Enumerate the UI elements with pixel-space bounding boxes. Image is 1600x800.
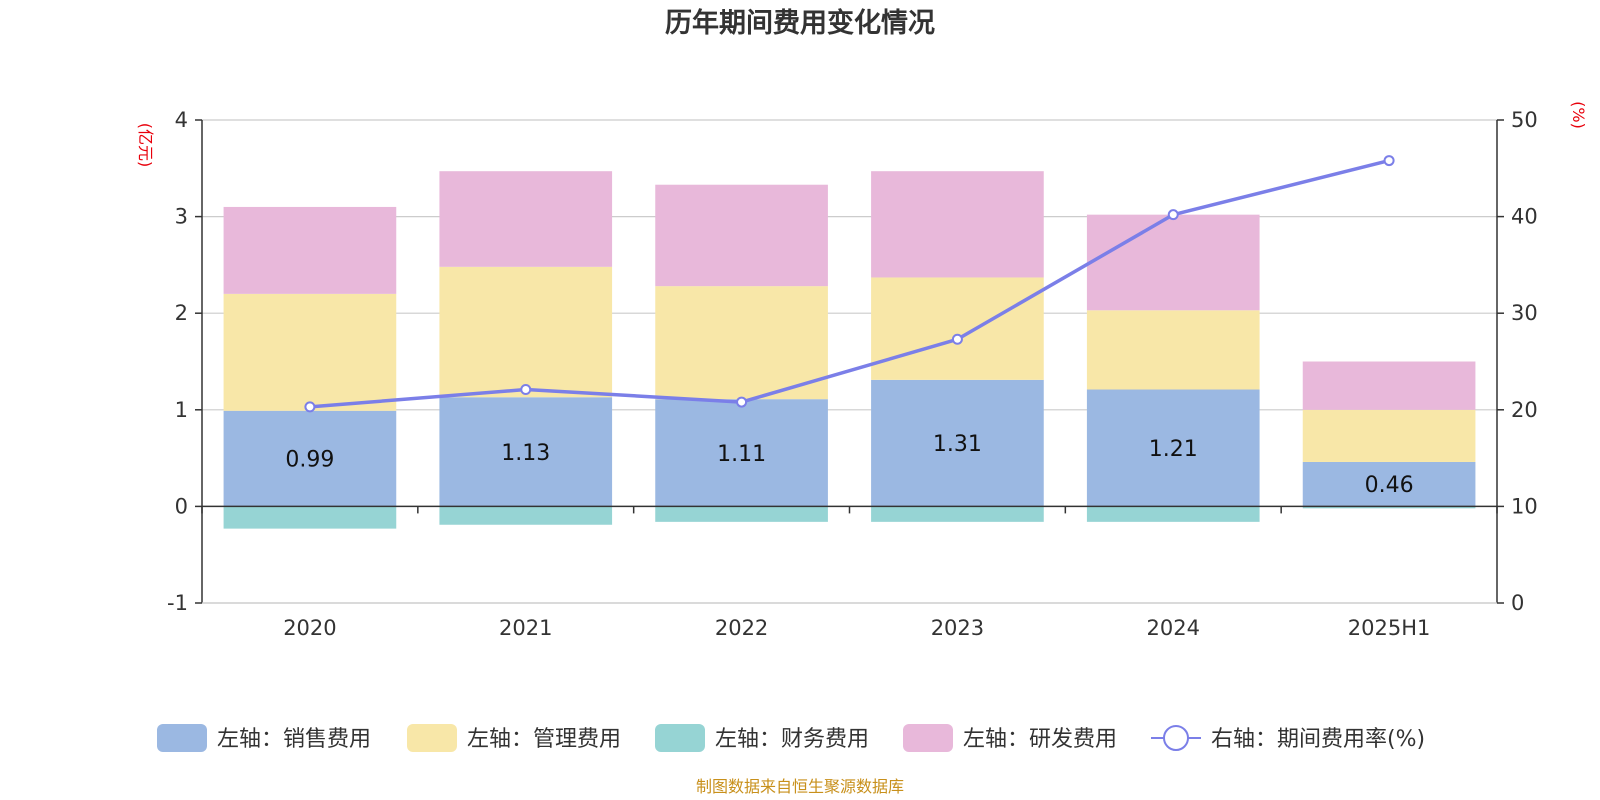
data-label: 1.21 bbox=[1149, 437, 1198, 462]
left-tick-label: 4 bbox=[175, 108, 188, 132]
right-tick-label: 50 bbox=[1511, 108, 1538, 132]
right-tick-label: 0 bbox=[1511, 591, 1524, 615]
bar-segment bbox=[655, 506, 828, 522]
bar-segment bbox=[223, 206, 397, 294]
legend-swatch bbox=[157, 724, 207, 752]
category-label: 2020 bbox=[283, 616, 336, 640]
rate-point bbox=[520, 384, 532, 396]
bar-segment bbox=[655, 399, 828, 507]
rate-point bbox=[1383, 155, 1395, 167]
bar-layer bbox=[223, 171, 1476, 529]
bar-segment bbox=[439, 171, 613, 267]
data-label: 0.99 bbox=[285, 448, 334, 473]
bar-segment bbox=[655, 286, 828, 400]
left-axis-unit: (亿元) bbox=[136, 123, 155, 168]
legend-swatch bbox=[903, 724, 953, 752]
category-label: 2024 bbox=[1147, 616, 1200, 640]
category-label: 2023 bbox=[931, 616, 984, 640]
data-label: 1.31 bbox=[933, 432, 982, 457]
category-label: 2025H1 bbox=[1348, 616, 1431, 640]
legend-swatch bbox=[655, 724, 705, 752]
bar-segment bbox=[439, 506, 613, 525]
rate-line bbox=[309, 158, 1390, 409]
rate-point bbox=[951, 333, 963, 345]
rate-point bbox=[1167, 209, 1179, 221]
category-label: 2022 bbox=[715, 616, 768, 640]
bar-segment bbox=[439, 397, 613, 507]
left-tick-label: 1 bbox=[175, 398, 188, 422]
rate-point bbox=[736, 396, 748, 408]
right-tick-label: 10 bbox=[1511, 494, 1538, 518]
line-layer bbox=[304, 155, 1395, 413]
bar-segment bbox=[1302, 461, 1476, 507]
data-label: 1.11 bbox=[717, 442, 766, 467]
bar-segment bbox=[439, 266, 613, 398]
bar-segment bbox=[1086, 214, 1260, 311]
right-tick-label: 20 bbox=[1511, 398, 1538, 422]
source-note: 制图数据来自恒生聚源数据库 bbox=[696, 777, 904, 796]
right-tick-label: 40 bbox=[1511, 205, 1538, 229]
bar-segment bbox=[1086, 310, 1260, 390]
legend: 左轴：销售费用 左轴：管理费用 左轴：财务费用 左轴：研发费用 右轴：期间费用率(%) bbox=[157, 724, 1425, 752]
rate-point bbox=[304, 401, 316, 413]
right-axis-unit: (%) bbox=[1569, 101, 1588, 129]
bar-segment bbox=[871, 277, 1044, 380]
category-label: 2021 bbox=[499, 616, 552, 640]
left-tick-label: 2 bbox=[175, 301, 188, 325]
bar-segment bbox=[223, 506, 397, 529]
left-tick-label: -1 bbox=[167, 591, 188, 615]
right-tick-label: 30 bbox=[1511, 301, 1538, 325]
chart-title: 历年期间费用变化情况 bbox=[665, 7, 935, 39]
left-tick-label: 3 bbox=[175, 205, 188, 229]
bar-segment bbox=[655, 184, 828, 287]
legend-label: 左轴：财务费用 bbox=[715, 727, 869, 752]
legend-label: 左轴：销售费用 bbox=[217, 727, 371, 752]
bar-segment bbox=[1302, 506, 1476, 509]
bar-segment bbox=[871, 171, 1044, 278]
bar-segment bbox=[223, 293, 397, 411]
bar-segment bbox=[1086, 389, 1260, 507]
legend-swatch bbox=[407, 724, 457, 752]
legend-label: 右轴：期间费用率(%) bbox=[1211, 727, 1425, 752]
bar-segment bbox=[871, 506, 1044, 522]
bar-segment bbox=[1302, 361, 1476, 410]
legend-marker bbox=[1163, 725, 1189, 751]
data-label: 1.13 bbox=[501, 441, 550, 466]
data-label: 0.46 bbox=[1365, 473, 1414, 498]
bar-segment bbox=[871, 379, 1044, 507]
bar-segment bbox=[223, 410, 397, 507]
legend-label: 左轴：管理费用 bbox=[467, 727, 621, 752]
data-label-layer: 0.99 1.13 1.11 1.31 1.21 0.46 bbox=[285, 432, 1413, 498]
bar-segment bbox=[1086, 506, 1260, 522]
left-tick-label: 0 bbox=[175, 494, 188, 518]
legend-label: 左轴：研发费用 bbox=[963, 727, 1117, 752]
bar-segment bbox=[1302, 409, 1476, 462]
